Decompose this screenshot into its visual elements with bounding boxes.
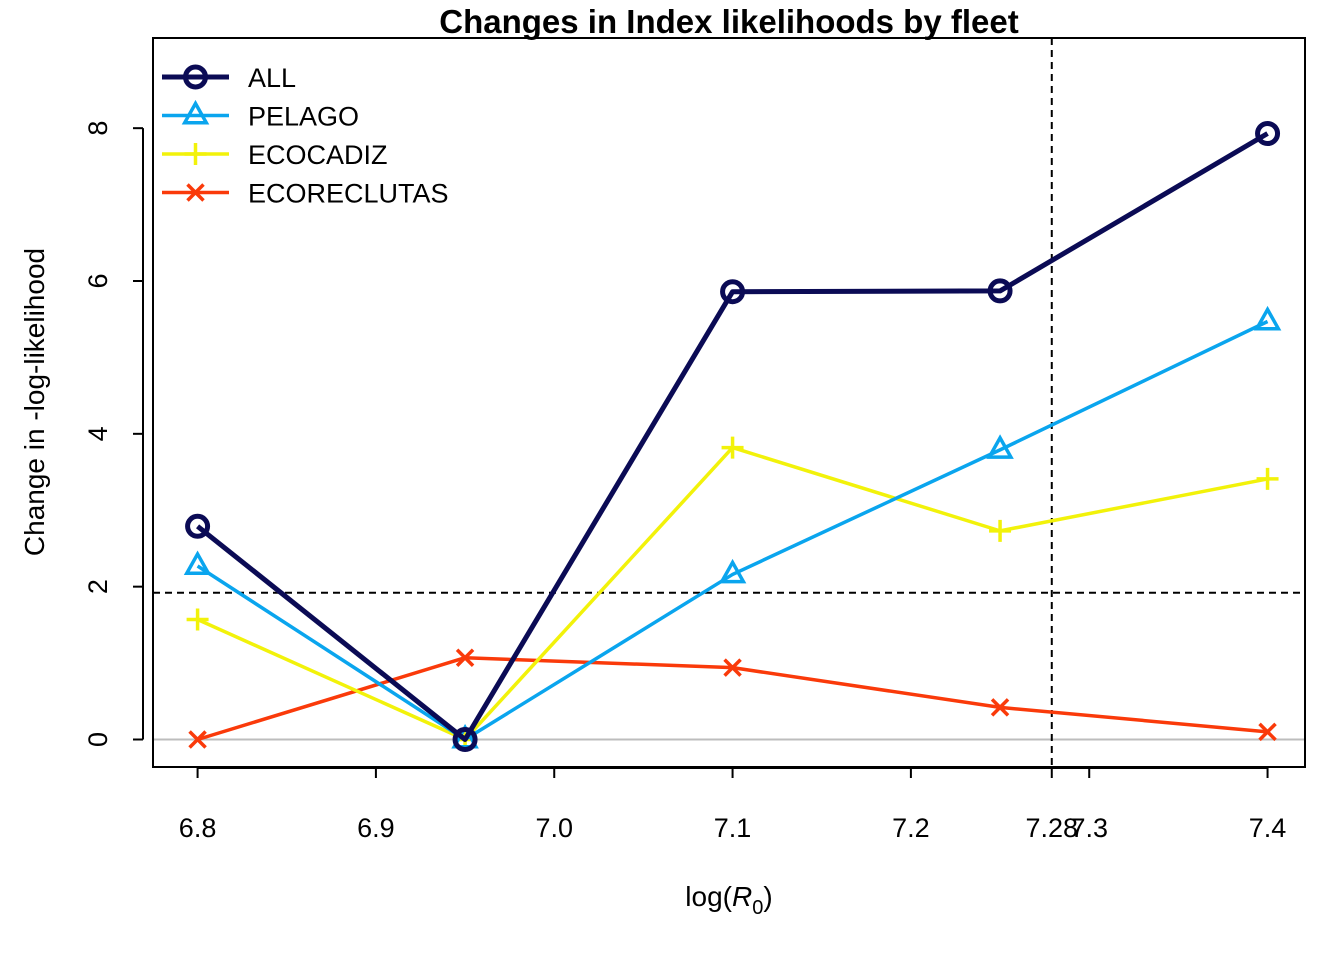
x-tick-label: 7.2 [892, 813, 930, 843]
marker-triangle [718, 558, 747, 584]
marker-circle [987, 278, 1013, 304]
y-axis-label: Change in -log-likelihood [19, 248, 50, 556]
series-line [196, 131, 1269, 742]
legend-label: ALL [248, 63, 296, 93]
y-tick-label: 4 [83, 426, 113, 441]
series-ecoreclutas [188, 648, 1277, 749]
legend-item-ecocadiz: ECOCADIZ [162, 140, 388, 170]
marker-triangle [986, 434, 1014, 459]
marker-cross [186, 183, 205, 202]
legend-item-all: ALL [162, 63, 296, 93]
marker-plus [989, 519, 1012, 542]
marker-cross [455, 648, 475, 667]
legend-item-ecoreclutas: ECORECLUTAS [162, 179, 449, 209]
x-tick-label: 7.4 [1249, 813, 1287, 843]
marker-plus [1256, 467, 1279, 490]
series-pelago [183, 305, 1282, 749]
marker-cross [723, 658, 742, 677]
reference-lines [153, 38, 1305, 767]
x-tick-label: 7.3 [1070, 813, 1108, 843]
y-tick-label: 8 [83, 121, 113, 136]
marker-circle [452, 726, 478, 752]
x-tick-label: 6.8 [179, 813, 217, 843]
marker-plus [184, 143, 207, 165]
marker-triangle [183, 550, 212, 575]
x-tick-label: 6.9 [357, 813, 395, 843]
x-tick-label: 7.0 [535, 813, 573, 843]
series-line [196, 319, 1269, 742]
marker-circle [1255, 121, 1281, 147]
x-tick-label-mle: 7.28 [1025, 813, 1078, 843]
series-all [185, 121, 1281, 752]
legend-item-pelago: PELAGO [162, 99, 359, 132]
legend: ALL PELAGO ECOCADIZ ECORECLUTAS [162, 63, 449, 209]
x-axis-label: log(R0) [685, 881, 772, 919]
y-tick-label: 6 [83, 273, 113, 288]
y-tick-label: 2 [83, 579, 113, 594]
marker-triangle [1253, 305, 1282, 331]
x-tick-label: 7.1 [714, 813, 752, 843]
marker-cross [188, 730, 207, 749]
marker-triangle [181, 99, 210, 125]
y-tick-label: 0 [83, 732, 113, 747]
y-axis: 0 2 4 6 8 [83, 121, 144, 747]
marker-circle [183, 64, 208, 90]
legend-label: ECORECLUTAS [248, 179, 449, 209]
chart-title: Changes in Index likelihoods by fleet [439, 3, 1018, 40]
series-layer [183, 121, 1282, 752]
legend-label: ECOCADIZ [248, 140, 388, 170]
marker-plus [721, 436, 744, 459]
marker-cross [1258, 722, 1277, 742]
x-axis: 6.8 6.9 7.0 7.1 7.2 7.3 7.4 7.28 [179, 767, 1287, 843]
marker-circle [720, 279, 746, 305]
marker-cross [990, 698, 1010, 717]
marker-circle [185, 513, 211, 539]
legend-label: PELAGO [248, 102, 359, 132]
marker-plus [186, 608, 209, 631]
